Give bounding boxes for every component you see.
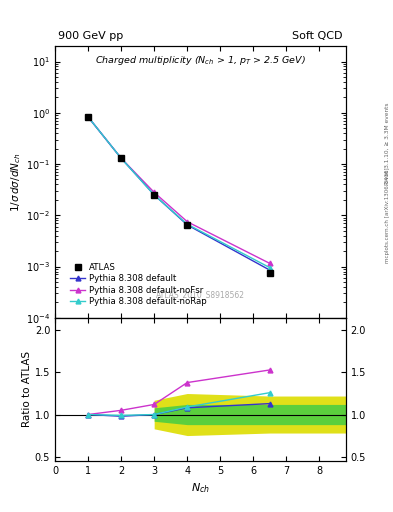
- Pythia 8.308 default-noRap: [86, 114, 90, 120]
- Pythia 8.308 default: [86, 114, 90, 120]
- Pythia 8.308 default-noFsr: [185, 219, 189, 225]
- Pythia 8.308 default-noRap: [119, 155, 123, 161]
- X-axis label: $N_{ch}$: $N_{ch}$: [191, 481, 210, 495]
- Text: mcplots.cern.ch [arXiv:1306.3436]: mcplots.cern.ch [arXiv:1306.3436]: [385, 167, 390, 263]
- Pythia 8.308 default: [185, 222, 189, 228]
- Pythia 8.308 default-noFsr: [268, 261, 272, 267]
- Legend: ATLAS, Pythia 8.308 default, Pythia 8.308 default-noFsr, Pythia 8.308 default-no: ATLAS, Pythia 8.308 default, Pythia 8.30…: [66, 259, 210, 310]
- Text: 900 GeV pp: 900 GeV pp: [58, 31, 123, 40]
- Line: Pythia 8.308 default: Pythia 8.308 default: [86, 115, 272, 272]
- Pythia 8.308 default-noRap: [185, 221, 189, 227]
- Pythia 8.308 default: [119, 155, 123, 161]
- Text: Charged multiplicity ($N_{ch}$ > 1, $p_T$ > 2.5 GeV): Charged multiplicity ($N_{ch}$ > 1, $p_T…: [95, 54, 306, 67]
- Line: Pythia 8.308 default-noRap: Pythia 8.308 default-noRap: [86, 115, 272, 270]
- Pythia 8.308 default-noFsr: [152, 189, 156, 196]
- Pythia 8.308 default: [268, 267, 272, 273]
- Pythia 8.308 default-noRap: [152, 192, 156, 198]
- Pythia 8.308 default-noFsr: [119, 155, 123, 161]
- Line: ATLAS: ATLAS: [84, 114, 273, 276]
- Pythia 8.308 default-noFsr: [86, 114, 90, 120]
- ATLAS: [119, 155, 123, 161]
- Pythia 8.308 default: [152, 192, 156, 198]
- Pythia 8.308 default-noRap: [268, 265, 272, 271]
- ATLAS: [185, 222, 189, 228]
- Line: Pythia 8.308 default-noFsr: Pythia 8.308 default-noFsr: [86, 115, 272, 266]
- ATLAS: [86, 114, 90, 120]
- Text: Soft QCD: Soft QCD: [292, 31, 343, 40]
- Text: ATLAS_2010_S8918562: ATLAS_2010_S8918562: [156, 290, 245, 299]
- ATLAS: [268, 270, 272, 276]
- Y-axis label: $1/\sigma\,d\sigma/dN_{ch}$: $1/\sigma\,d\sigma/dN_{ch}$: [9, 152, 23, 211]
- ATLAS: [152, 192, 156, 198]
- Y-axis label: Ratio to ATLAS: Ratio to ATLAS: [22, 351, 32, 428]
- Text: Rivet 3.1.10, ≥ 3.3M events: Rivet 3.1.10, ≥ 3.3M events: [385, 102, 390, 185]
